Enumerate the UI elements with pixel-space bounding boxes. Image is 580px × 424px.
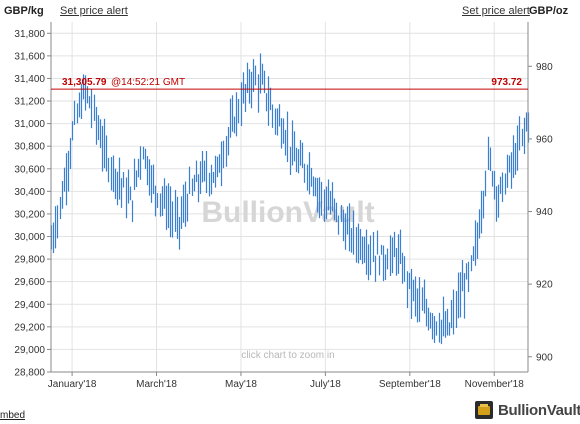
x-tick-label: September'18 <box>379 379 441 390</box>
right-tick-label: 980 <box>536 62 553 73</box>
left-tick-label: 29,000 <box>14 345 45 356</box>
left-tick-label: 29,200 <box>14 322 45 333</box>
right-tick-label: 940 <box>536 207 553 218</box>
left-tick-label: 30,800 <box>14 142 45 153</box>
current-price-left-value: 31,305.79 <box>62 77 107 88</box>
watermark-text: BullionVault <box>201 196 374 229</box>
chart-axes <box>50 22 529 373</box>
right-tick-label: 900 <box>536 352 553 363</box>
left-unit-label: GBP/kg <box>4 5 44 17</box>
embed-link[interactable]: mbed <box>0 410 26 421</box>
left-tick-label: 29,600 <box>14 277 45 288</box>
left-tick-label: 31,000 <box>14 119 45 130</box>
gold-bar-icon <box>475 401 493 419</box>
right-unit-label: GBP/oz <box>529 5 569 17</box>
zoom-hint-text: click chart to zoom in <box>241 350 334 361</box>
left-set-price-alert-link[interactable]: Set price alert <box>60 5 128 17</box>
left-tick-label: 31,200 <box>14 97 45 108</box>
left-tick-label: 29,800 <box>14 255 45 266</box>
left-tick-label: 31,800 <box>14 29 45 40</box>
left-tick-label: 31,600 <box>14 51 45 62</box>
left-tick-label: 31,400 <box>14 74 45 85</box>
left-tick-label: 30,600 <box>14 164 45 175</box>
right-tick-label: 920 <box>536 280 553 291</box>
x-tick-label: July'18 <box>310 379 341 390</box>
x-tick-label: November'18 <box>465 379 525 390</box>
chart-header: GBP/kg Set price alert Set price alert G… <box>0 0 580 22</box>
x-axis-ticks: January'18 March'18 May'18 July'18 September… <box>48 372 524 390</box>
x-tick-label: March'18 <box>136 379 177 390</box>
brand-name: BullionVault <box>498 401 580 419</box>
left-tick-label: 28,800 <box>14 368 45 379</box>
current-price-right-value: 973.72 <box>491 77 522 88</box>
right-axis-ticks: 900 920 940 960 980 <box>528 62 553 363</box>
current-price-time: @14:52:21 GMT <box>111 77 185 88</box>
x-tick-label: May'18 <box>225 379 257 390</box>
chart-grid <box>51 22 528 373</box>
left-tick-label: 29,400 <box>14 300 45 311</box>
left-axis-ticks: 28,800 29,000 29,200 29,400 29,600 29,800 30,0… <box>14 29 51 379</box>
price-bars <box>50 53 530 345</box>
left-tick-label: 30,200 <box>14 209 45 220</box>
right-tick-label: 960 <box>536 134 553 145</box>
brand-logo[interactable]: BullionVault <box>474 399 580 421</box>
left-tick-label: 30,000 <box>14 232 45 243</box>
x-tick-label: January'18 <box>48 379 97 390</box>
right-set-price-alert-link[interactable]: Set price alert <box>462 5 530 17</box>
left-tick-label: 30,400 <box>14 187 45 198</box>
